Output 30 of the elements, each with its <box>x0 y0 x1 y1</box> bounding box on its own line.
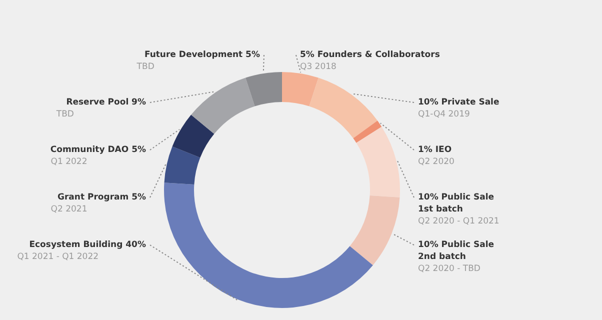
text: Q3 2018 <box>300 62 336 72</box>
slice-label: Future Development 5% <box>144 50 260 60</box>
donut-slice <box>164 146 200 184</box>
donut-slice <box>164 182 373 308</box>
slice-label: 10% Public Sale 2nd batch <box>418 240 494 262</box>
donut-slice <box>309 78 378 138</box>
donut-slice <box>246 72 282 106</box>
donut-slice <box>172 114 214 158</box>
slice-label: Community DAO 5% <box>50 145 146 155</box>
donut-slice <box>350 196 400 266</box>
text: Q2 2020 - TBD <box>418 264 480 274</box>
donut-slice <box>191 78 255 134</box>
slice-label: 10% Public Sale 1st batch <box>418 192 494 214</box>
slice-label: 5% Founders & Collaborators <box>300 50 440 60</box>
text: Q1 2021 - Q1 2022 <box>17 252 99 262</box>
slice-label: 1% IEO <box>418 145 452 155</box>
slice-label: Reserve Pool 9% <box>66 98 146 108</box>
donut-slice <box>353 120 382 143</box>
donut-slice <box>356 126 400 198</box>
slice-label: 10% Private Sale <box>418 98 500 108</box>
text: Q2 2020 - Q1 2021 <box>418 216 500 226</box>
slice-label: Ecosystem Building 40% <box>29 240 146 250</box>
donut-slice <box>282 72 318 106</box>
text: Q2 2020 <box>418 157 454 167</box>
text: Q1-Q4 2019 <box>418 110 470 120</box>
text: Q1 2022 <box>50 157 88 167</box>
text: TBD <box>56 110 74 120</box>
text: Q2 2021 <box>50 204 88 214</box>
slice-label: Grant Program 5% <box>58 192 146 202</box>
text: TBD <box>136 62 154 72</box>
